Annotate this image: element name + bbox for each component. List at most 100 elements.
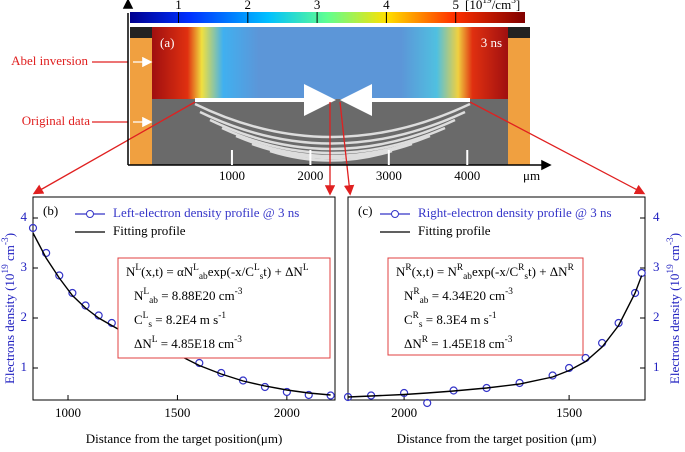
text-segment: R <box>405 263 412 273</box>
text-segment: -3 <box>666 237 676 245</box>
text-segment: = 4.85E18 cm <box>157 336 234 351</box>
text-segment: ab <box>199 272 208 282</box>
text-segment: Electrons density (10 <box>667 274 682 384</box>
equation-line: ΔNL = 4.85E18 cm-3 <box>134 335 242 351</box>
annotation: Abel inversion <box>11 53 88 68</box>
text-segment: ) <box>2 233 17 237</box>
plot-frame <box>32 196 336 401</box>
text-segment: L <box>254 263 260 273</box>
y-tick-label: 4 <box>653 209 660 224</box>
colorbar-unit: [1019/cm3] <box>465 0 520 12</box>
plot-frame <box>347 196 646 401</box>
data-point <box>581 353 590 363</box>
colorbar-tick-label: 5 <box>452 0 459 12</box>
text-segment: L <box>303 263 309 273</box>
text-segment: exp(-x/C <box>208 264 254 279</box>
text-segment: R <box>457 263 464 273</box>
text-segment: s <box>260 272 264 282</box>
colorbar-tick-label: 4 <box>383 0 390 12</box>
text-segment: s <box>419 320 423 330</box>
text-segment: ab <box>420 296 429 306</box>
text-segment: 19 <box>666 264 676 274</box>
equation-line: CLs = 8.2E4 m s-1 <box>134 311 226 330</box>
x-tick-label: 3000 <box>376 168 402 183</box>
text-segment: L <box>193 263 199 273</box>
x-tick-label: 1500 <box>556 405 582 420</box>
equation-box <box>117 257 331 359</box>
fit-line <box>347 275 643 398</box>
text-segment: -3 <box>505 335 513 345</box>
y-tick-label: 2 <box>21 309 28 324</box>
axis-arrows <box>122 0 552 171</box>
text-segment: Electrons density (10 <box>2 274 17 384</box>
data-point <box>423 398 432 408</box>
panel-label: (a) <box>160 35 174 50</box>
text-segment: (x,t) = N <box>412 264 458 279</box>
equation-line: NLab = 8.88E20 cm-3 <box>134 287 243 306</box>
text-segment: ΔN <box>134 336 152 351</box>
text-segment: -3 <box>1 237 11 245</box>
text-segment: L <box>135 263 141 273</box>
x-tick-label: 2000 <box>391 405 417 420</box>
x-axis-label: Distance from the target position (μm) <box>397 431 597 446</box>
text-segment: t) + ΔN <box>263 264 303 279</box>
y-tick-label: 4 <box>21 209 28 224</box>
y-tick-label: 1 <box>653 359 660 374</box>
text-segment: = 8.88E20 cm <box>158 288 235 303</box>
text-segment: -3 <box>235 287 243 297</box>
data-point <box>282 387 291 397</box>
text-segment: cm <box>667 245 682 264</box>
equation-line: NR(x,t) = NRabexp(-x/CRst) + ΔNR <box>396 263 575 282</box>
text-segment: = 8.2E4 m s <box>152 312 218 327</box>
text-segment: N <box>404 288 414 303</box>
text-segment: N <box>396 264 406 279</box>
text-segment: R <box>568 263 575 273</box>
panel-label: (b) <box>43 203 58 218</box>
x-tick-label: 1500 <box>164 405 190 420</box>
text-segment: 3 <box>511 0 516 6</box>
y-axis-label: Electrons density (1019 cm-3) <box>666 233 682 384</box>
text-segment: (x,t) = αN <box>141 264 194 279</box>
text-segment: L <box>143 287 149 297</box>
text-segment: /cm <box>492 0 512 12</box>
x-tick-label: 1000 <box>55 405 81 420</box>
text-segment: N <box>126 264 136 279</box>
text-segment: = 4.34E20 cm <box>428 288 505 303</box>
data-point <box>28 223 38 233</box>
text-segment: ab <box>463 272 472 282</box>
text-segment: R <box>413 311 420 321</box>
colorbar-tick-label: 2 <box>245 0 252 12</box>
text-segment: [10 <box>465 0 482 12</box>
text-segment: L <box>143 311 149 321</box>
text-segment: exp(-x/C <box>472 264 518 279</box>
text-segment: -3 <box>234 335 242 345</box>
colorbar-tick-label: 1 <box>175 0 182 12</box>
legend-label: Fitting profile <box>113 223 186 238</box>
text-segment: 19 <box>482 0 492 6</box>
x-unit: μm <box>523 168 540 183</box>
x-tick-label: 2000 <box>274 405 300 420</box>
connector-arrows <box>32 56 646 196</box>
plasma-image <box>130 27 530 165</box>
text-segment: C <box>134 312 143 327</box>
text-segment: s <box>148 320 152 330</box>
y-axis-label: Electrons density (1019 cm-3) <box>1 233 17 384</box>
text-segment: R <box>413 287 420 297</box>
panel-label: (c) <box>358 203 372 218</box>
colorbar-tick-label: 3 <box>314 0 321 12</box>
equation-line: CRs = 8.3E4 m s-1 <box>404 311 497 330</box>
text-segment: t) + ΔN <box>528 264 568 279</box>
colorbar <box>130 12 525 23</box>
equation-line: ΔNR = 1.45E18 cm-3 <box>404 335 513 351</box>
x-axis-label: Distance from the target position(μm) <box>86 431 283 446</box>
text-segment: s <box>524 272 528 282</box>
text-segment: ] <box>516 0 520 12</box>
text-segment: 19 <box>1 264 11 274</box>
text-segment: C <box>404 312 413 327</box>
data-point <box>637 268 646 278</box>
y-tick-label: 2 <box>653 309 660 324</box>
y-tick-label: 1 <box>21 359 28 374</box>
text-segment: = 1.45E18 cm <box>428 336 505 351</box>
text-segment: -3 <box>505 287 513 297</box>
